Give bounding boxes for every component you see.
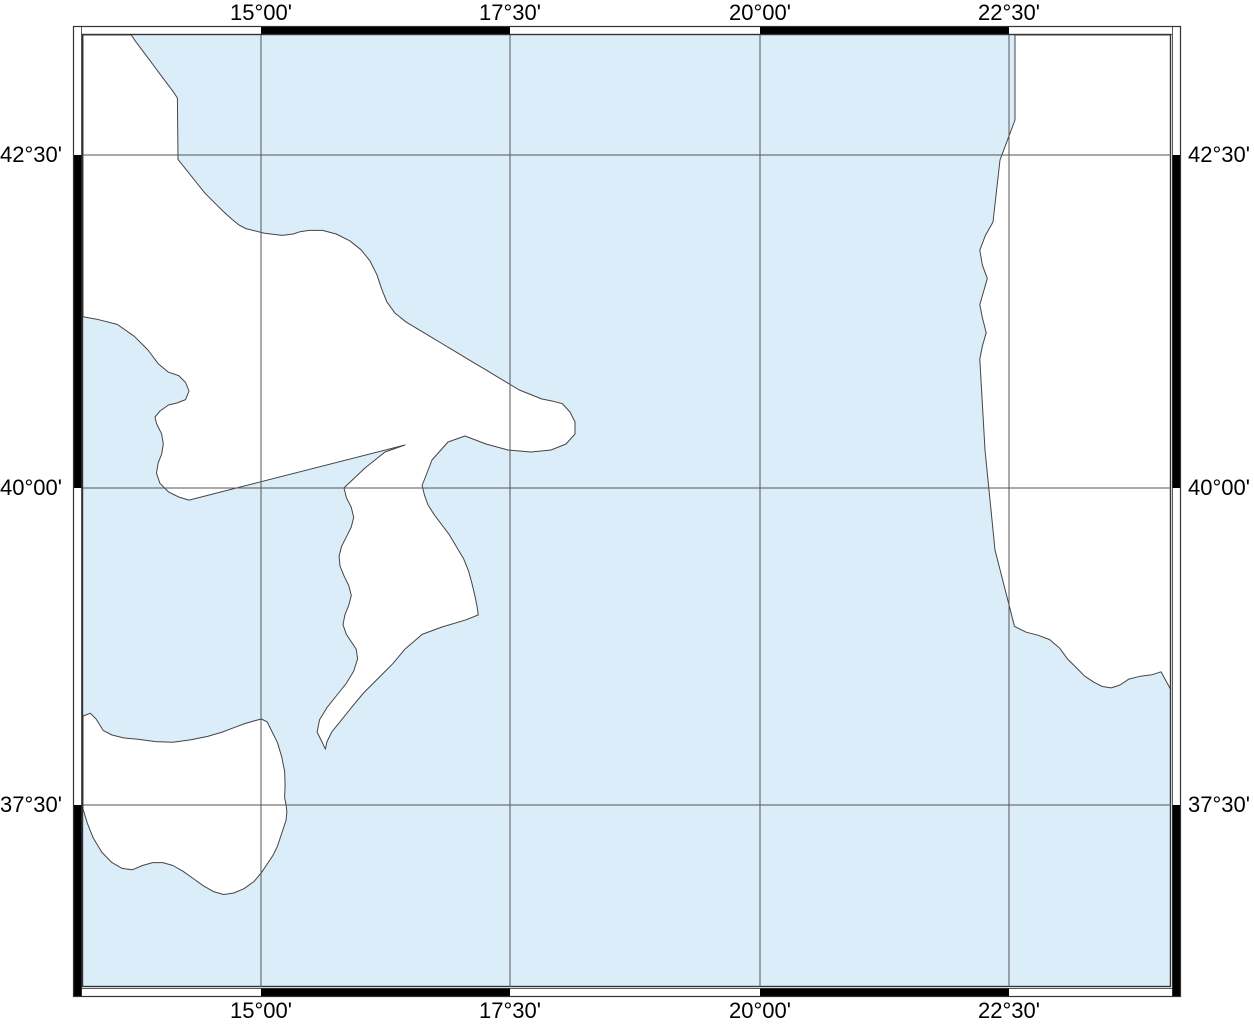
svg-text:37°30': 37°30' [1188,792,1250,817]
svg-text:20°00': 20°00' [729,998,791,1023]
svg-text:37°30': 37°30' [0,792,62,817]
svg-text:22°30': 22°30' [978,0,1040,25]
svg-text:22°30': 22°30' [978,998,1040,1023]
svg-text:20°00': 20°00' [729,0,791,25]
svg-text:42°30': 42°30' [0,142,62,167]
svg-text:40°00': 40°00' [0,475,62,500]
svg-text:42°30': 42°30' [1188,142,1250,167]
svg-text:17°30': 17°30' [479,998,541,1023]
svg-text:15°00': 15°00' [230,0,292,25]
svg-text:15°00': 15°00' [230,998,292,1023]
svg-text:17°30': 17°30' [479,0,541,25]
svg-text:40°00': 40°00' [1188,475,1250,500]
